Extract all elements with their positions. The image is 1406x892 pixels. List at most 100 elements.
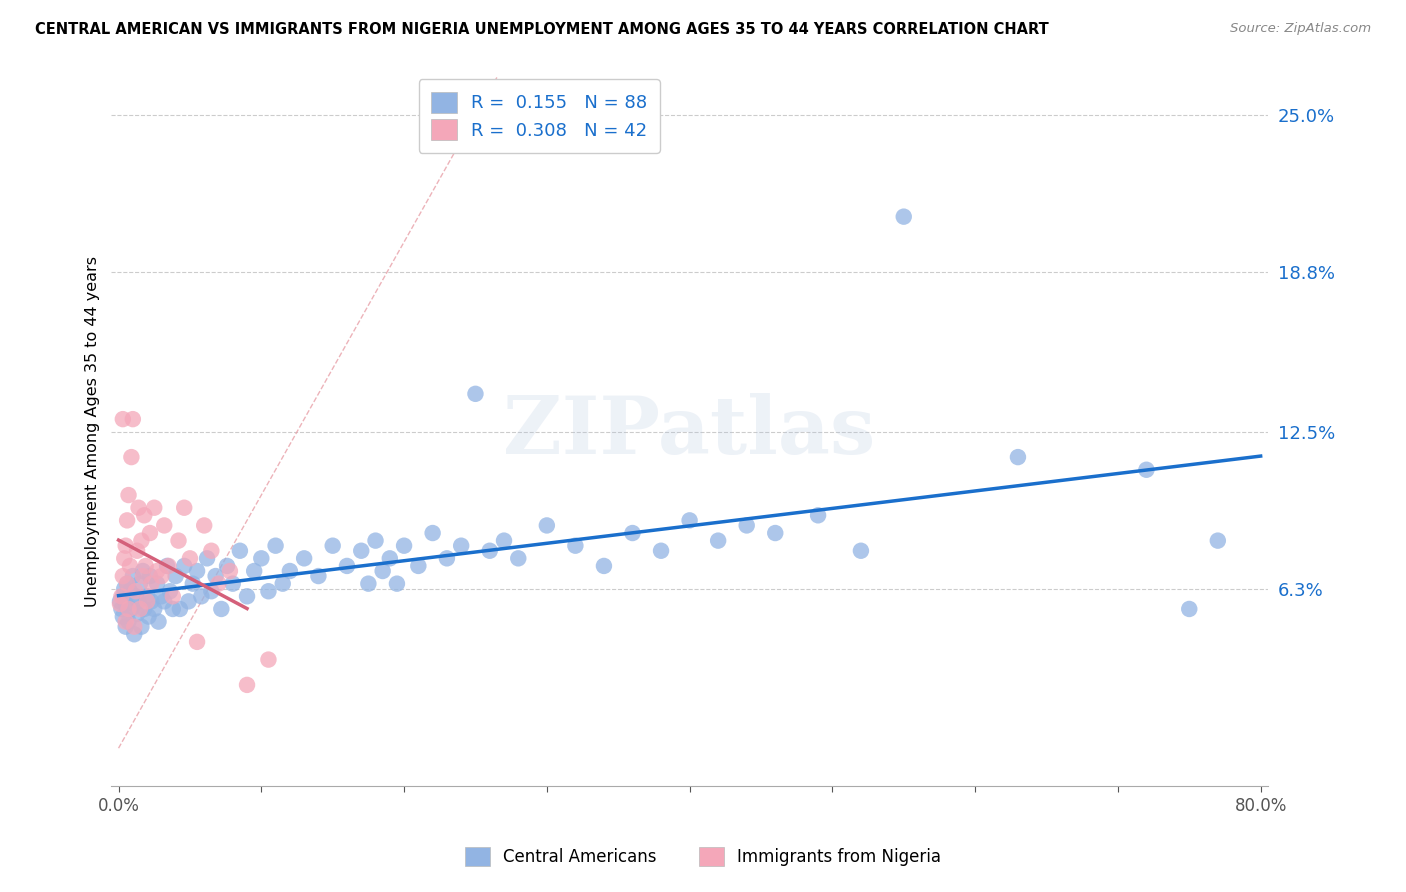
Point — [322, 539, 344, 553]
Point — [157, 558, 180, 573]
Point — [621, 526, 644, 541]
Point — [1135, 463, 1157, 477]
Point — [128, 500, 150, 515]
Point — [146, 564, 169, 578]
Point — [150, 590, 173, 604]
Point — [156, 558, 179, 573]
Point — [153, 518, 176, 533]
Legend: R =  0.155   N = 88, R =  0.308   N = 42: R = 0.155 N = 88, R = 0.308 N = 42 — [419, 79, 659, 153]
Point — [508, 551, 530, 566]
Point — [159, 584, 181, 599]
Point — [111, 412, 134, 426]
Point — [200, 584, 222, 599]
Point — [111, 609, 134, 624]
Point — [257, 652, 280, 666]
Point — [177, 594, 200, 608]
Point — [120, 450, 142, 464]
Point — [143, 602, 166, 616]
Point — [120, 602, 142, 616]
Point — [128, 594, 150, 608]
Point — [141, 576, 163, 591]
Point — [371, 564, 394, 578]
Point — [115, 576, 138, 591]
Point — [115, 576, 138, 591]
Point — [165, 569, 187, 583]
Point — [422, 526, 444, 541]
Point — [307, 569, 329, 583]
Point — [162, 602, 184, 616]
Point — [707, 533, 730, 548]
Point — [141, 594, 163, 608]
Point — [131, 533, 153, 548]
Point — [807, 508, 830, 523]
Point — [464, 387, 486, 401]
Point — [108, 594, 131, 608]
Point — [849, 543, 872, 558]
Point — [136, 590, 159, 604]
Point — [135, 558, 157, 573]
Point — [122, 627, 145, 641]
Point — [127, 543, 149, 558]
Text: Source: ZipAtlas.com: Source: ZipAtlas.com — [1230, 22, 1371, 36]
Point — [492, 533, 515, 548]
Point — [134, 602, 156, 616]
Point — [153, 594, 176, 608]
Point — [436, 551, 458, 566]
Point — [150, 569, 173, 583]
Point — [678, 513, 700, 527]
Point — [229, 543, 252, 558]
Point — [114, 597, 136, 611]
Point — [111, 569, 134, 583]
Point — [134, 508, 156, 523]
Point — [125, 584, 148, 599]
Y-axis label: Unemployment Among Ages 35 to 44 years: Unemployment Among Ages 35 to 44 years — [86, 256, 100, 607]
Point — [169, 602, 191, 616]
Point — [1206, 533, 1229, 548]
Point — [127, 607, 149, 621]
Legend: Central Americans, Immigrants from Nigeria: Central Americans, Immigrants from Niger… — [457, 838, 949, 875]
Point — [357, 576, 380, 591]
Point — [117, 615, 139, 629]
Point — [204, 569, 226, 583]
Point — [132, 564, 155, 578]
Point — [139, 569, 162, 583]
Point — [193, 518, 215, 533]
Point — [181, 576, 204, 591]
Point — [564, 539, 586, 553]
Point — [392, 539, 415, 553]
Point — [650, 543, 672, 558]
Point — [763, 526, 786, 541]
Point — [121, 412, 143, 426]
Point — [219, 564, 242, 578]
Point — [138, 609, 160, 624]
Point — [536, 518, 558, 533]
Point — [162, 590, 184, 604]
Point — [893, 210, 915, 224]
Point — [112, 551, 135, 566]
Point — [450, 539, 472, 553]
Text: CENTRAL AMERICAN VS IMMIGRANTS FROM NIGERIA UNEMPLOYMENT AMONG AGES 35 TO 44 YEA: CENTRAL AMERICAN VS IMMIGRANTS FROM NIGE… — [35, 22, 1049, 37]
Point — [118, 584, 141, 599]
Point — [129, 576, 152, 591]
Point — [478, 543, 501, 558]
Point — [378, 551, 401, 566]
Point — [139, 526, 162, 541]
Point — [114, 620, 136, 634]
Point — [593, 558, 616, 573]
Point — [118, 558, 141, 573]
Point — [1007, 450, 1029, 464]
Point — [207, 576, 229, 591]
Point — [408, 558, 430, 573]
Point — [114, 615, 136, 629]
Point — [350, 543, 373, 558]
Point — [111, 590, 134, 604]
Point — [209, 602, 232, 616]
Point — [215, 558, 238, 573]
Point — [132, 569, 155, 583]
Point — [195, 551, 218, 566]
Point — [136, 594, 159, 608]
Point — [271, 576, 294, 591]
Point — [173, 500, 195, 515]
Point — [117, 602, 139, 616]
Point — [121, 569, 143, 583]
